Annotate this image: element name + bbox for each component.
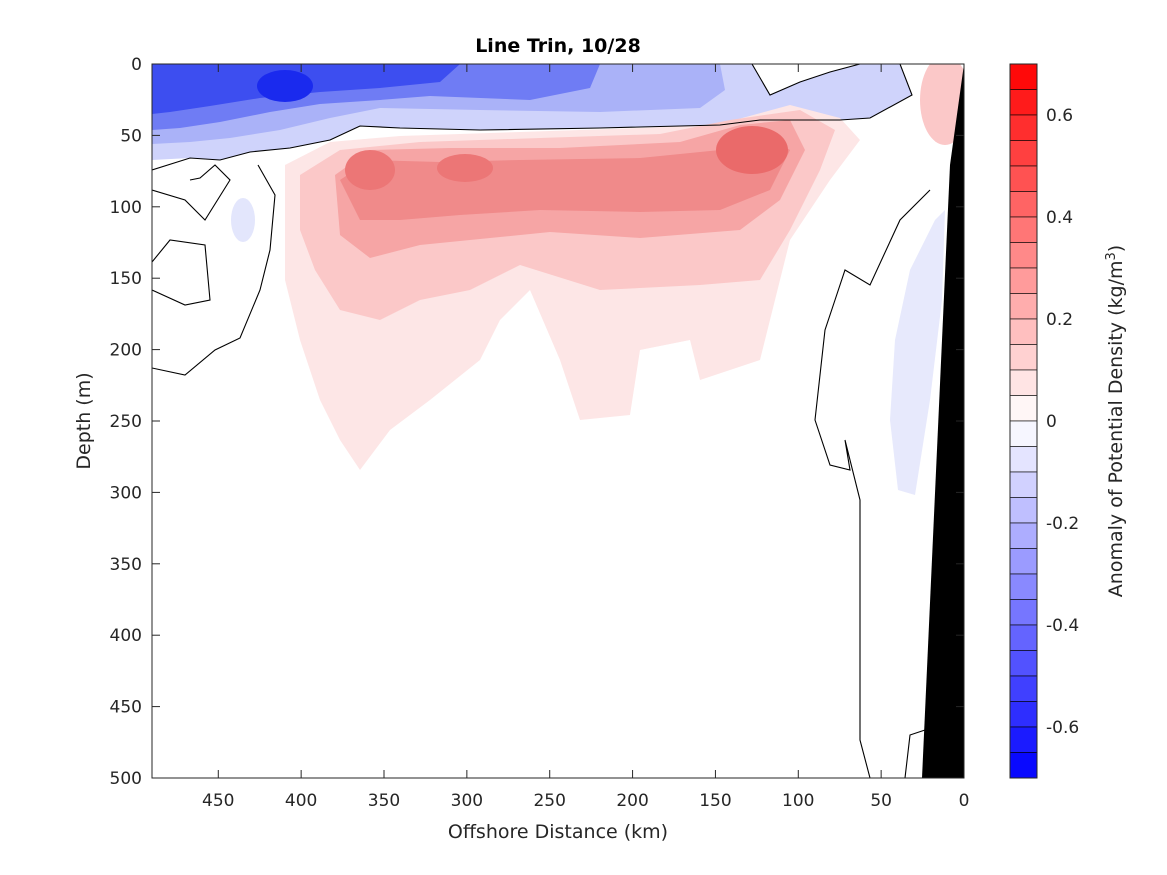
x-tick-label: 200 <box>616 791 648 811</box>
colorbar-level <box>1009 548 1038 575</box>
x-tick-label: 300 <box>451 791 483 811</box>
colorbar-level <box>1009 165 1038 192</box>
zero-contour-ring <box>751 64 861 96</box>
colorbar-level <box>1009 650 1038 677</box>
x-axis-label: Offshore Distance (km) <box>448 821 668 843</box>
colorbar-level <box>1009 267 1038 294</box>
colorbar-level <box>1009 624 1038 651</box>
colorbar-level <box>1009 420 1038 447</box>
colorbar-level <box>1009 293 1038 320</box>
colorbar-level <box>1009 522 1038 549</box>
colorbar-level <box>1009 497 1038 524</box>
y-tick-label: 0 <box>131 55 142 75</box>
x-tick-label: 250 <box>533 791 565 811</box>
colorbar-level <box>1009 675 1038 702</box>
y-axis-label: Depth (m) <box>73 372 95 469</box>
positive-anomaly-strong <box>340 132 790 220</box>
colorbar-level <box>1009 752 1038 779</box>
x-tick-label: 50 <box>870 791 892 811</box>
colorbar-level <box>1009 114 1038 141</box>
chart-title: Line Trin, 10/28 <box>475 35 641 57</box>
colorbar-level <box>1009 318 1038 345</box>
small-negative-patch <box>231 198 255 242</box>
y-tick-label: 50 <box>120 126 142 146</box>
zero-contour-main <box>152 64 913 171</box>
colorbar <box>1009 63 1038 779</box>
colorbar-tick-label: -0.2 <box>1046 514 1079 534</box>
y-tick-label: 450 <box>110 698 142 718</box>
contour-fill <box>152 64 964 778</box>
colorbar-level <box>1009 344 1038 371</box>
zero-contours <box>152 64 931 778</box>
colorbar-level <box>1009 446 1038 473</box>
negative-anomaly-peak <box>257 70 313 102</box>
colorbar-label-suffix: ) <box>1105 245 1127 252</box>
colorbar-level <box>1009 599 1038 626</box>
colorbar-tick-label: 0.6 <box>1046 106 1073 126</box>
nearshore-negative <box>890 210 945 495</box>
colorbar-label: Anomaly of Potential Density (kg/m3) <box>1104 245 1128 597</box>
positive-anomaly-peak-350 <box>345 150 395 190</box>
colorbar-level <box>1009 471 1038 498</box>
colorbar-level <box>1009 242 1038 269</box>
y-tick-label: 150 <box>110 269 142 289</box>
colorbar-level <box>1009 89 1038 116</box>
colorbar-tick-label: -0.6 <box>1046 718 1079 738</box>
colorbar-level <box>1009 191 1038 218</box>
x-axis-ticks: 450 400 350 300 250 200 150 100 50 0 <box>202 64 969 811</box>
colorbar-tick-label: -0.4 <box>1046 616 1079 636</box>
y-axis-ticks: 0 50 100 150 200 250 300 350 400 450 500 <box>110 55 964 789</box>
nearshore-positive <box>920 64 964 145</box>
zero-contour-left <box>152 164 276 376</box>
colorbar-level <box>1009 140 1038 167</box>
y-tick-label: 250 <box>110 412 142 432</box>
colorbar-level <box>1009 701 1038 728</box>
bathymetry-shelf <box>922 64 964 778</box>
y-tick-label: 350 <box>110 555 142 575</box>
x-tick-label: 400 <box>285 791 317 811</box>
colorbar-level <box>1009 63 1038 90</box>
x-tick-label: 450 <box>202 791 234 811</box>
y-tick-label: 200 <box>110 341 142 361</box>
offshore-small-negative <box>822 74 882 110</box>
x-tick-label: 350 <box>368 791 400 811</box>
colorbar-level <box>1009 726 1038 753</box>
colorbar-ticks: 0.6 0.4 0.2 0 -0.2 -0.4 -0.6 <box>1046 106 1079 738</box>
positive-anomaly-peak-300 <box>437 154 493 182</box>
colorbar-level <box>1009 369 1038 396</box>
y-tick-label: 100 <box>110 198 142 218</box>
colorbar-tick-label: 0.2 <box>1046 310 1073 330</box>
colorbar-level <box>1009 216 1038 243</box>
colorbar-tick-label: 0 <box>1046 412 1057 432</box>
colorbar-label-sup: 3 <box>1104 252 1119 260</box>
positive-anomaly-peak-130 <box>716 126 788 174</box>
y-tick-label: 300 <box>110 483 142 503</box>
x-tick-label: 150 <box>699 791 731 811</box>
colorbar-frame <box>1009 63 1038 779</box>
y-tick-label: 400 <box>110 626 142 646</box>
colorbar-level <box>1009 573 1038 600</box>
x-tick-label: 0 <box>959 791 970 811</box>
zero-contour-right <box>814 189 931 778</box>
colorbar-level <box>1009 395 1038 422</box>
y-tick-label: 500 <box>110 769 142 789</box>
colorbar-tick-label: 0.4 <box>1046 208 1073 228</box>
x-tick-label: 100 <box>782 791 814 811</box>
colorbar-label-prefix: Anomaly of Potential Density (kg/m <box>1105 261 1127 598</box>
